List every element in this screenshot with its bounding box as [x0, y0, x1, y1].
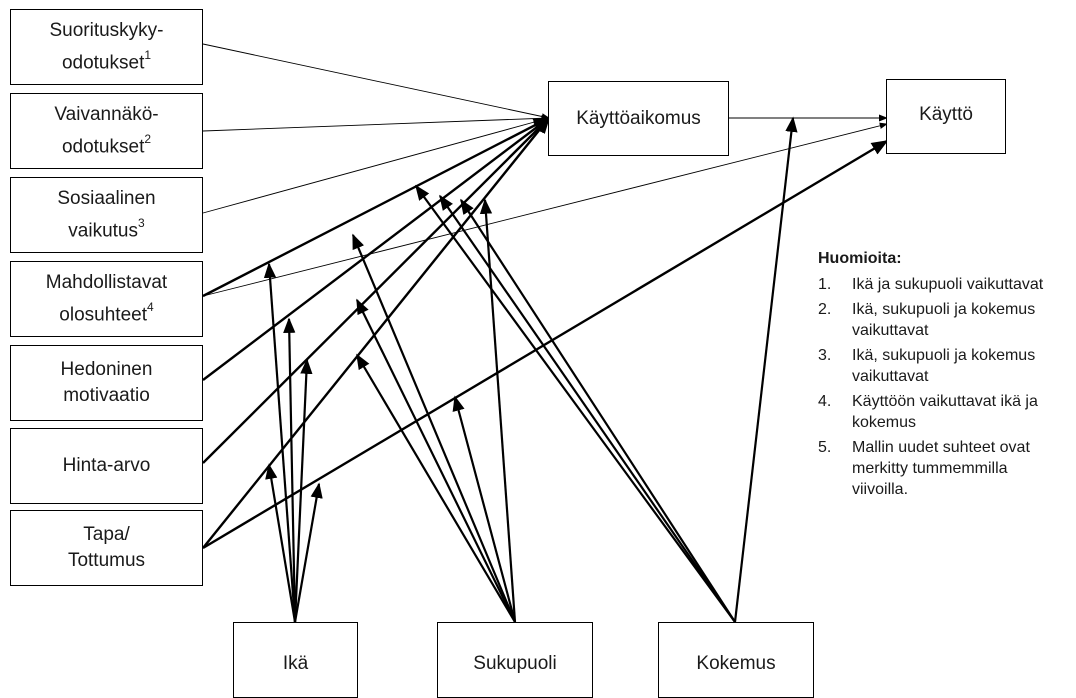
edge-sukupuoli-mod-1 — [351, 233, 517, 623]
node-kokemus: Kokemus — [658, 622, 814, 698]
edge-tapa-kaytto — [202, 139, 889, 550]
edge-kokemus-mod-1 — [415, 184, 736, 623]
node-ika: Ikä — [233, 622, 358, 698]
edge-ika-mod-3 — [293, 358, 313, 623]
edge-sukupuoli-mod-4 — [452, 395, 517, 623]
node-sukupuoli: Sukupuoli — [437, 622, 593, 698]
edge-ika-mod-4 — [265, 463, 297, 623]
edge-suorituskyky-kayttoaikomus — [202, 43, 550, 120]
edge-ika-mod-5 — [293, 482, 323, 623]
edge-hedoninen-kayttoaikomus — [202, 116, 551, 381]
notes-panel: Huomioita: 1. Ikä ja sukupuoli vaikuttava… — [818, 248, 1068, 504]
node-kaytto: Käyttö — [886, 79, 1006, 154]
node-mahdollistavat-olosuhteet: Mahdollistavat olosuhteet4 — [10, 261, 203, 337]
note-item: 2. Ikä, sukupuoli ja kokemus vaikuttavat — [818, 301, 1036, 339]
node-sosiaalinen-vaikutus: Sosiaalinen vaikutus3 — [10, 177, 203, 253]
edge-ika-mod-2 — [283, 317, 297, 623]
note-item: 1. Ikä ja sukupuoli vaikuttavat — [818, 276, 1044, 293]
notes-list: 1. Ikä ja sukupuoli vaikuttavat 2. Ikä, su… — [818, 274, 1068, 500]
note-item: 5. Mallin uudet suhteet ovat merkitty tum… — [818, 439, 1030, 498]
edge-kokemus-mod-2 — [439, 194, 736, 623]
note-item: 3. Ikä, sukupuoli ja kokemus vaikuttavat — [818, 347, 1036, 385]
notes-title: Huomioita: — [818, 250, 902, 267]
edge-sukupuoli-mod-2 — [356, 298, 516, 623]
note-item: 4. Käyttöön vaikuttavat ikä ja kokemus — [818, 393, 1038, 431]
node-suorituskyky-odotukset: Suorituskyky- odotukset1 — [10, 9, 203, 85]
node-vaivannako-odotukset: Vaivannäkö- odotukset2 — [10, 93, 203, 169]
edge-sosiaalinen-kayttoaikomus — [202, 116, 550, 214]
node-kayttoaikomus: Käyttöaikomus — [548, 81, 729, 156]
node-hedoninen-motivaatio: Hedoninen motivaatio — [10, 345, 203, 421]
edge-mahdollistavat-kayttoaikomus — [202, 116, 551, 298]
node-tapa-tottumus: Tapa/ Tottumus — [10, 510, 203, 586]
edge-tapa-kayttoaikomus — [202, 116, 551, 549]
edge-kokemus-mod-3 — [460, 198, 736, 623]
edge-mahdollistavat-kaytto — [202, 122, 888, 297]
edge-vaivannako-kayttoaikomus — [202, 115, 550, 132]
edge-sukupuoli-mod-5 — [479, 198, 517, 623]
edge-sukupuoli-mod-3 — [356, 353, 516, 623]
edge-kokemus-mod-4 — [733, 116, 798, 623]
edge-ika-mod-1 — [263, 262, 297, 623]
node-hinta-arvo: Hinta-arvo — [10, 428, 203, 504]
